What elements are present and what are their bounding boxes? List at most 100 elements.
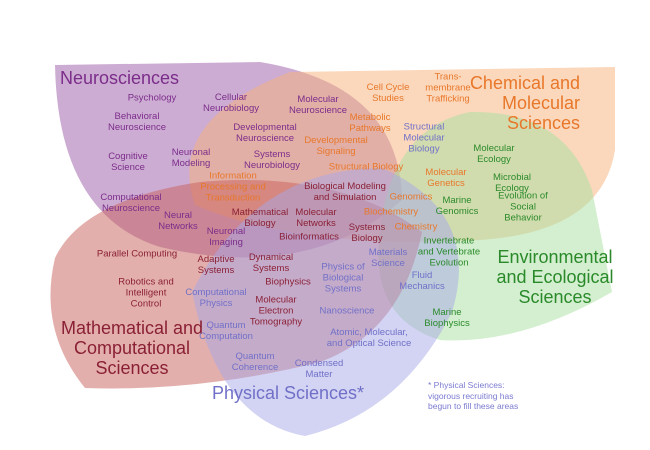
topic-label-line: Processing and xyxy=(200,181,266,193)
topic-label-line: Tomography xyxy=(249,316,303,328)
topic-label-line: Modeling xyxy=(171,158,211,169)
topic-label-line: Ecology xyxy=(495,183,529,194)
topic-label: Cellular Neurobiology xyxy=(203,92,259,114)
topic-label-line: Genomics xyxy=(389,191,433,203)
topic-label-line: Quantum xyxy=(235,351,275,362)
topic-label-line: Intelligent xyxy=(125,287,167,299)
topic-label-line: Neuroscience xyxy=(101,203,161,214)
topic-label-line: Behavioral xyxy=(114,111,160,122)
domain-title-line: Neurosciences xyxy=(60,68,180,88)
domain-title-line: Environmental xyxy=(497,247,613,267)
topic-label-line: Signaling xyxy=(316,146,356,157)
topic-label-line: Coherence xyxy=(231,362,279,373)
topic-label-line: Metabolic xyxy=(349,112,391,123)
topic-label-line: Fluid xyxy=(411,270,433,281)
topic-label-line: Cell Cycle xyxy=(366,82,410,93)
topic-label-line: Networks xyxy=(296,218,336,229)
topic-label-line: Trafficking xyxy=(426,93,470,105)
topic-label-line: Atomic, Molecular, xyxy=(330,327,408,338)
topic-label: Neuronal Imaging xyxy=(207,226,246,248)
topic-label: Marine Biophysics xyxy=(424,307,469,329)
topic-label-line: Behavior xyxy=(504,212,542,224)
topic-label-line: Developmental xyxy=(233,122,297,133)
topic-label: Computational Physics xyxy=(185,287,246,309)
topic-label-line: Biophysics xyxy=(424,318,470,329)
topic-label-line: Molecular xyxy=(473,143,515,154)
topic-label-line: Microbial xyxy=(492,172,532,183)
topic-label: Computational Neuroscience xyxy=(100,192,161,214)
topic-label: Biological Modeling and Simulation xyxy=(304,181,386,203)
topic-label-line: and Simulation xyxy=(313,192,377,203)
topic-label-line: Computational xyxy=(185,287,247,298)
topic-label-line: Evolution xyxy=(429,257,469,269)
domain-title-line: and Ecological xyxy=(496,267,614,287)
topic-label-line: Systems xyxy=(252,263,290,274)
domain-title-line: Sciences xyxy=(518,287,592,307)
topic-label: Structural Molecular Biology xyxy=(403,122,444,155)
domain-title-line: Mathematical and xyxy=(60,318,204,338)
topic-label-line: Quantum xyxy=(206,320,246,331)
topic-label: Physics of Biological Systems xyxy=(321,262,364,295)
topic-label-line: Systems xyxy=(348,222,386,233)
topic-label-line: and Optical Science xyxy=(326,338,412,349)
topic-label: Quantum Coherence xyxy=(232,351,278,373)
topic-label: Molecular Networks xyxy=(295,207,336,229)
topic-label-line: Electron xyxy=(258,305,294,317)
topic-label-line: Cellular xyxy=(214,92,248,103)
footnote: * Physical Sciences: vigorous recruiting… xyxy=(428,380,518,412)
topic-label-line: Physics xyxy=(199,298,233,309)
topic-label-line: Cognitive xyxy=(108,151,148,162)
topic-label-line: Mechanics xyxy=(399,281,445,292)
topic-label-line: Evolution of xyxy=(498,190,548,202)
topic-label: Parallel Computing xyxy=(97,249,177,260)
topic-label-line: Psychology xyxy=(127,92,177,104)
topic-label-line: Molecular xyxy=(403,132,445,144)
domain-title-line: Chemical and xyxy=(469,73,580,93)
topic-label: Behavioral Neuroscience xyxy=(108,111,166,133)
topic-label-line: Information xyxy=(209,170,257,182)
topic-label: Evolution of Social Behavior xyxy=(498,191,548,224)
topic-label-line: Structural xyxy=(403,121,445,133)
topic-label-line: Neural xyxy=(164,210,192,221)
topic-label: Atomic, Molecular, and Optical Science xyxy=(327,327,412,349)
topic-label-line: Marine xyxy=(432,307,462,318)
topic-label: Molecular Electron Tomography xyxy=(250,295,302,328)
topic-label-line: Parallel Computing xyxy=(96,248,178,260)
topic-label-line: Physics of xyxy=(321,261,365,273)
domain-title-line: Sciences xyxy=(506,113,580,133)
topic-label-line: Molecular xyxy=(255,294,297,306)
topic-label: Developmental Signaling xyxy=(304,135,367,157)
topic-label-line: Studies xyxy=(372,93,404,104)
topic-label-line: Robotics and xyxy=(118,276,174,288)
topic-label: Materials Science xyxy=(369,247,408,269)
topic-label-line: Computational xyxy=(100,192,162,203)
domain-title-line: Sciences xyxy=(95,358,169,378)
topic-label: Cognitive Science xyxy=(108,151,148,173)
physical-sciences-region xyxy=(192,168,459,436)
topic-label-line: Biological xyxy=(322,272,364,284)
topic-label-line: Systems xyxy=(197,265,235,276)
topic-label-line: Biophysics xyxy=(265,276,311,288)
topic-label-line: Biology xyxy=(408,143,440,155)
topic-label-line: Science xyxy=(371,258,405,269)
topic-label: Genomics xyxy=(390,192,433,203)
topic-label-line: Dynamical xyxy=(248,252,294,263)
topic-label: Information Processing and Transduction xyxy=(200,171,265,204)
topic-label-line: Networks xyxy=(158,221,198,232)
topic-label-line: Biochemistry xyxy=(363,206,419,218)
domain-title-env: Environmental and Ecological Sciences xyxy=(496,247,613,307)
topic-label-line: Adaptive xyxy=(197,254,235,265)
domain-title-line: Computational xyxy=(73,338,191,358)
topic-label: Developmental Neuroscience xyxy=(233,122,296,144)
topic-label-line: Systems xyxy=(324,283,362,295)
topic-label: Nanoscience xyxy=(320,306,375,317)
topic-label: Biophysics xyxy=(265,277,310,288)
topic-label: Bioinformatics xyxy=(279,232,339,243)
topic-label: Molecular Genetics xyxy=(425,167,466,189)
domain-title-line: Molecular xyxy=(501,93,580,113)
topic-label: Systems Biology xyxy=(349,222,385,244)
topic-label-line: Neuroscience xyxy=(107,122,167,133)
topic-label-line: Neurobiology xyxy=(203,103,259,114)
topic-label: Microbial Ecology xyxy=(493,172,531,194)
